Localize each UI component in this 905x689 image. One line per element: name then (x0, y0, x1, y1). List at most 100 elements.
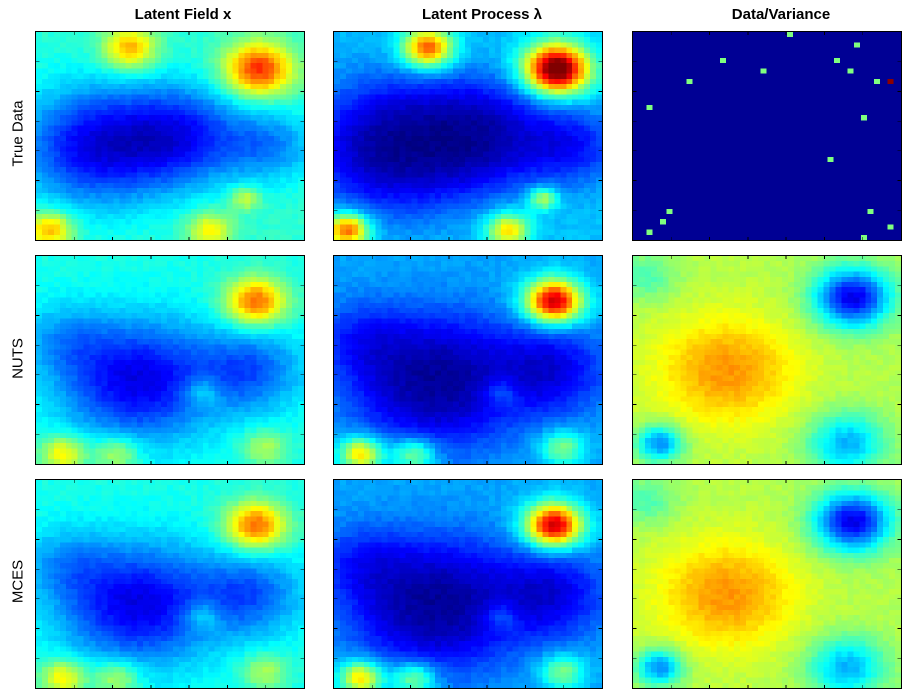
heatmap-cell (95, 151, 102, 157)
heatmap-cell (369, 219, 376, 225)
heatmap-cell (381, 182, 388, 189)
heatmap-cell (494, 182, 501, 189)
heatmap-cell (465, 52, 472, 59)
heatmap-cell (184, 396, 191, 402)
heatmap-cell (47, 370, 54, 376)
heatmap-cell (83, 276, 90, 283)
heatmap-cell (89, 256, 96, 262)
heatmap-cell (572, 68, 579, 74)
heatmap-cell (149, 360, 156, 366)
heatmap-cell (375, 156, 382, 163)
heatmap-cell (470, 125, 478, 131)
heatmap-cell (155, 391, 162, 397)
heatmap-cell (530, 63, 537, 69)
heatmap-cell (190, 52, 197, 59)
heatmap-cell (286, 193, 293, 199)
heatmap-cell (137, 193, 144, 199)
heatmap-cell (292, 323, 299, 329)
heatmap-cell (71, 224, 78, 230)
heatmap-cell (482, 99, 489, 105)
heatmap-cell (524, 151, 531, 157)
heatmap-cell (107, 167, 114, 173)
heatmap-cell (298, 308, 304, 314)
heatmap-cell (190, 104, 197, 111)
heatmap-cell (59, 193, 66, 199)
heatmap-cell (238, 219, 245, 225)
heatmap-cell (274, 323, 281, 329)
heatmap-cell (530, 162, 537, 168)
heatmap-cell (184, 229, 191, 235)
heatmap-cell (554, 120, 561, 126)
heatmap-cell (119, 339, 126, 345)
heatmap-cell (369, 203, 376, 209)
heatmap-cell (226, 130, 233, 137)
heatmap-cell (470, 68, 478, 74)
heatmap-cell (250, 63, 257, 69)
heatmap-cell (137, 130, 144, 137)
heatmap-cell (429, 208, 436, 215)
heatmap-cell (36, 156, 43, 163)
heatmap-cell (53, 297, 60, 303)
heatmap-cell (465, 94, 472, 100)
heatmap-cell (476, 151, 484, 157)
heatmap-cell (459, 172, 466, 178)
heatmap-cell (208, 63, 215, 69)
heatmap-cell (244, 391, 251, 397)
heatmap-cell (250, 266, 257, 272)
heatmap-cell (584, 172, 591, 178)
heatmap-cell (268, 37, 275, 43)
heatmap-cell (339, 198, 347, 204)
heatmap-cell (125, 354, 132, 361)
heatmap-cell (53, 188, 60, 194)
heatmap-cell (548, 89, 555, 95)
heatmap-cell (143, 302, 150, 309)
heatmap-cell (178, 42, 186, 48)
heatmap-cell (167, 89, 174, 95)
heatmap-cell (178, 391, 186, 397)
heatmap-cell (137, 146, 144, 152)
heatmap-cell (137, 32, 144, 38)
heatmap-cell (214, 375, 221, 381)
heatmap-cell (101, 308, 108, 314)
heatmap-cell (172, 401, 180, 407)
heatmap-cell (137, 208, 144, 215)
heatmap-cell (470, 146, 478, 152)
heatmap-cell (47, 115, 54, 121)
heatmap-cell (518, 219, 525, 225)
heatmap-cell (554, 84, 561, 90)
heatmap-cell (494, 68, 501, 74)
heatmap-cell (77, 84, 84, 90)
heatmap-cell (143, 198, 150, 204)
heatmap-cell (53, 130, 60, 137)
heatmap-cell (280, 349, 287, 355)
heatmap-cell (172, 177, 180, 183)
heatmap-cell (131, 198, 138, 204)
heatmap-cell (202, 391, 209, 397)
heatmap-cell (238, 177, 245, 183)
heatmap-cell (47, 94, 54, 100)
heatmap-cell (190, 89, 197, 95)
heatmap-cell (214, 261, 221, 267)
heatmap-cell (125, 125, 132, 131)
heatmap-cell (572, 156, 579, 163)
heatmap-cell (554, 115, 561, 121)
heatmap-cell (149, 37, 156, 43)
heatmap-cell (292, 193, 299, 199)
heatmap-cell (196, 287, 203, 293)
heatmap-cell (155, 323, 162, 329)
heatmap-cell (423, 73, 430, 79)
heatmap-cell (101, 323, 108, 329)
heatmap-cell (566, 151, 573, 157)
heatmap-cell (465, 73, 472, 79)
heatmap-cell (256, 47, 263, 53)
heatmap-cell (584, 37, 591, 43)
heatmap-cell (387, 141, 394, 147)
heatmap-cell (256, 110, 263, 116)
heatmap-cell (369, 104, 376, 111)
heatmap-cell (161, 47, 168, 53)
heatmap-cell (292, 130, 299, 137)
heatmap-cell (220, 136, 227, 142)
heatmap-cell (143, 68, 150, 74)
heatmap-cell (155, 370, 162, 376)
heatmap-cell (453, 58, 460, 64)
